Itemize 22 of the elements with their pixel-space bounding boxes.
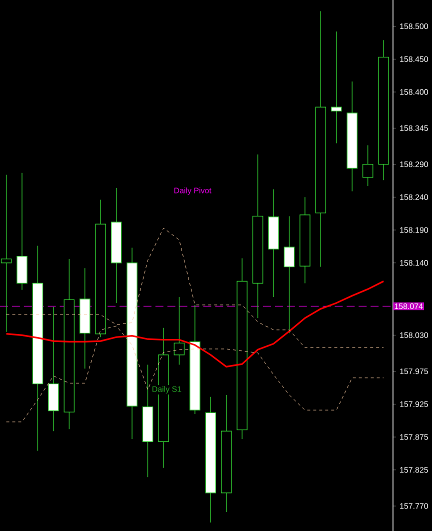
candlestick [126,247,138,440]
candlestick [205,396,216,523]
candlestick [220,394,232,512]
candlestick [300,196,310,284]
candlestick [378,40,389,180]
candlestick [80,268,90,370]
candlestick [236,258,248,440]
candlestick [346,81,358,192]
candlestick [190,304,200,414]
candlestick [284,216,295,334]
candlestick [142,364,154,478]
candlestick [32,245,44,452]
candlestick [110,188,122,304]
candlestick [174,296,185,366]
candlestick [64,258,75,430]
candlestick [268,188,279,298]
candlestick [252,154,264,318]
candlestick [48,306,59,432]
line-series [5,280,384,368]
candlestick [331,31,342,144]
candlestick [16,172,28,290]
candlestick [315,10,326,268]
